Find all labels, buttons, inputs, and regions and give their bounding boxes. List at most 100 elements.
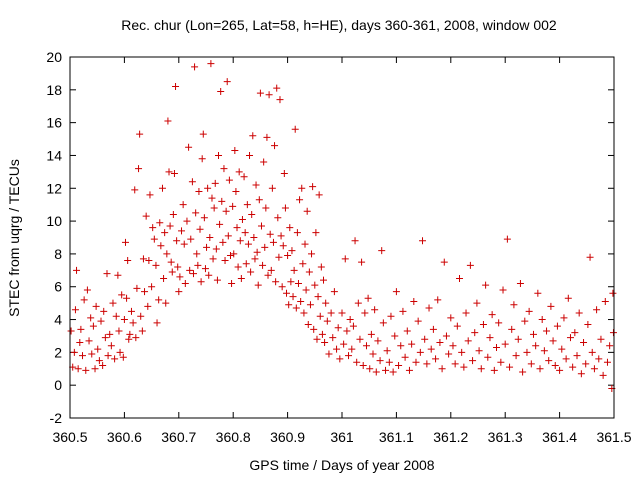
data-point bbox=[341, 255, 349, 263]
data-point bbox=[204, 184, 212, 192]
x-tick-label: 360.5 bbox=[52, 429, 87, 445]
data-point bbox=[139, 255, 147, 263]
data-point bbox=[547, 302, 555, 310]
data-point bbox=[126, 330, 134, 338]
data-point bbox=[434, 296, 442, 304]
data-point bbox=[170, 170, 178, 178]
data-point bbox=[414, 317, 422, 325]
data-point bbox=[95, 357, 103, 365]
data-point bbox=[351, 237, 359, 245]
data-point bbox=[161, 229, 169, 237]
data-point bbox=[317, 263, 325, 271]
data-point bbox=[259, 261, 267, 269]
data-point bbox=[405, 366, 413, 374]
data-point bbox=[588, 348, 596, 356]
data-point bbox=[219, 238, 227, 246]
data-point bbox=[597, 335, 605, 343]
data-point bbox=[223, 78, 231, 86]
data-point bbox=[358, 258, 366, 266]
data-point bbox=[109, 299, 117, 307]
data-point bbox=[447, 314, 455, 322]
data-point bbox=[479, 320, 487, 328]
data-point bbox=[573, 352, 581, 360]
data-point bbox=[242, 260, 250, 268]
data-point bbox=[262, 204, 270, 212]
data-point bbox=[188, 178, 196, 186]
data-point bbox=[475, 347, 483, 355]
data-point bbox=[316, 312, 324, 320]
data-point bbox=[549, 337, 557, 345]
data-point bbox=[532, 342, 540, 350]
data-point bbox=[595, 355, 603, 363]
data-point bbox=[445, 350, 453, 358]
data-point bbox=[234, 263, 242, 271]
data-point bbox=[199, 130, 207, 138]
y-tick-label: 18 bbox=[46, 82, 62, 98]
data-point bbox=[87, 314, 95, 322]
data-point bbox=[200, 214, 208, 222]
data-point bbox=[349, 322, 357, 330]
data-point bbox=[293, 229, 301, 237]
data-point bbox=[257, 222, 265, 230]
data-point bbox=[425, 304, 433, 312]
data-point bbox=[123, 294, 131, 302]
data-point bbox=[519, 368, 527, 376]
data-point bbox=[73, 266, 81, 274]
data-point bbox=[508, 325, 516, 333]
data-point bbox=[490, 366, 498, 374]
data-point bbox=[599, 371, 607, 379]
data-point bbox=[104, 352, 112, 360]
data-point bbox=[346, 316, 354, 324]
data-point bbox=[294, 279, 302, 287]
data-point bbox=[237, 275, 245, 283]
data-point bbox=[135, 165, 143, 173]
y-tick-label: 6 bbox=[54, 279, 62, 295]
chart-title: Rec. chur (Lon=265, Lat=58, h=HE), days … bbox=[121, 17, 557, 33]
data-point bbox=[306, 301, 314, 309]
data-point bbox=[361, 309, 369, 317]
data-point bbox=[118, 291, 126, 299]
data-point bbox=[116, 348, 124, 356]
data-point bbox=[451, 360, 459, 368]
data-point bbox=[551, 361, 559, 369]
data-point bbox=[94, 345, 102, 353]
data-point bbox=[281, 204, 289, 212]
data-point bbox=[464, 337, 472, 345]
data-point bbox=[408, 340, 416, 348]
data-point bbox=[286, 224, 294, 232]
data-point bbox=[132, 334, 140, 342]
data-point bbox=[261, 243, 269, 251]
data-point bbox=[371, 306, 379, 314]
data-point bbox=[590, 365, 598, 373]
x-tick-label: 361 bbox=[330, 429, 354, 445]
data-point bbox=[382, 366, 390, 374]
data-point bbox=[121, 238, 129, 246]
data-point bbox=[163, 250, 171, 258]
data-point bbox=[144, 302, 152, 310]
data-point bbox=[164, 117, 172, 125]
data-point bbox=[506, 363, 514, 371]
data-point bbox=[383, 347, 391, 355]
data-point bbox=[296, 196, 304, 204]
data-point bbox=[67, 327, 75, 335]
data-point bbox=[429, 325, 437, 333]
data-point bbox=[225, 176, 233, 184]
data-point bbox=[251, 255, 259, 263]
data-point bbox=[142, 212, 150, 220]
data-point bbox=[543, 327, 551, 335]
data-point bbox=[100, 307, 108, 315]
data-point bbox=[312, 229, 320, 237]
data-point bbox=[366, 365, 374, 373]
data-point bbox=[309, 183, 317, 191]
data-point bbox=[303, 207, 311, 215]
data-point bbox=[403, 327, 411, 335]
data-point bbox=[174, 263, 182, 271]
y-tick-label: 4 bbox=[54, 312, 62, 328]
data-point bbox=[233, 224, 241, 232]
data-point bbox=[486, 334, 494, 342]
data-point bbox=[155, 296, 163, 304]
data-point bbox=[387, 312, 395, 320]
data-point bbox=[220, 165, 228, 173]
data-point bbox=[244, 240, 252, 248]
data-point bbox=[582, 360, 590, 368]
